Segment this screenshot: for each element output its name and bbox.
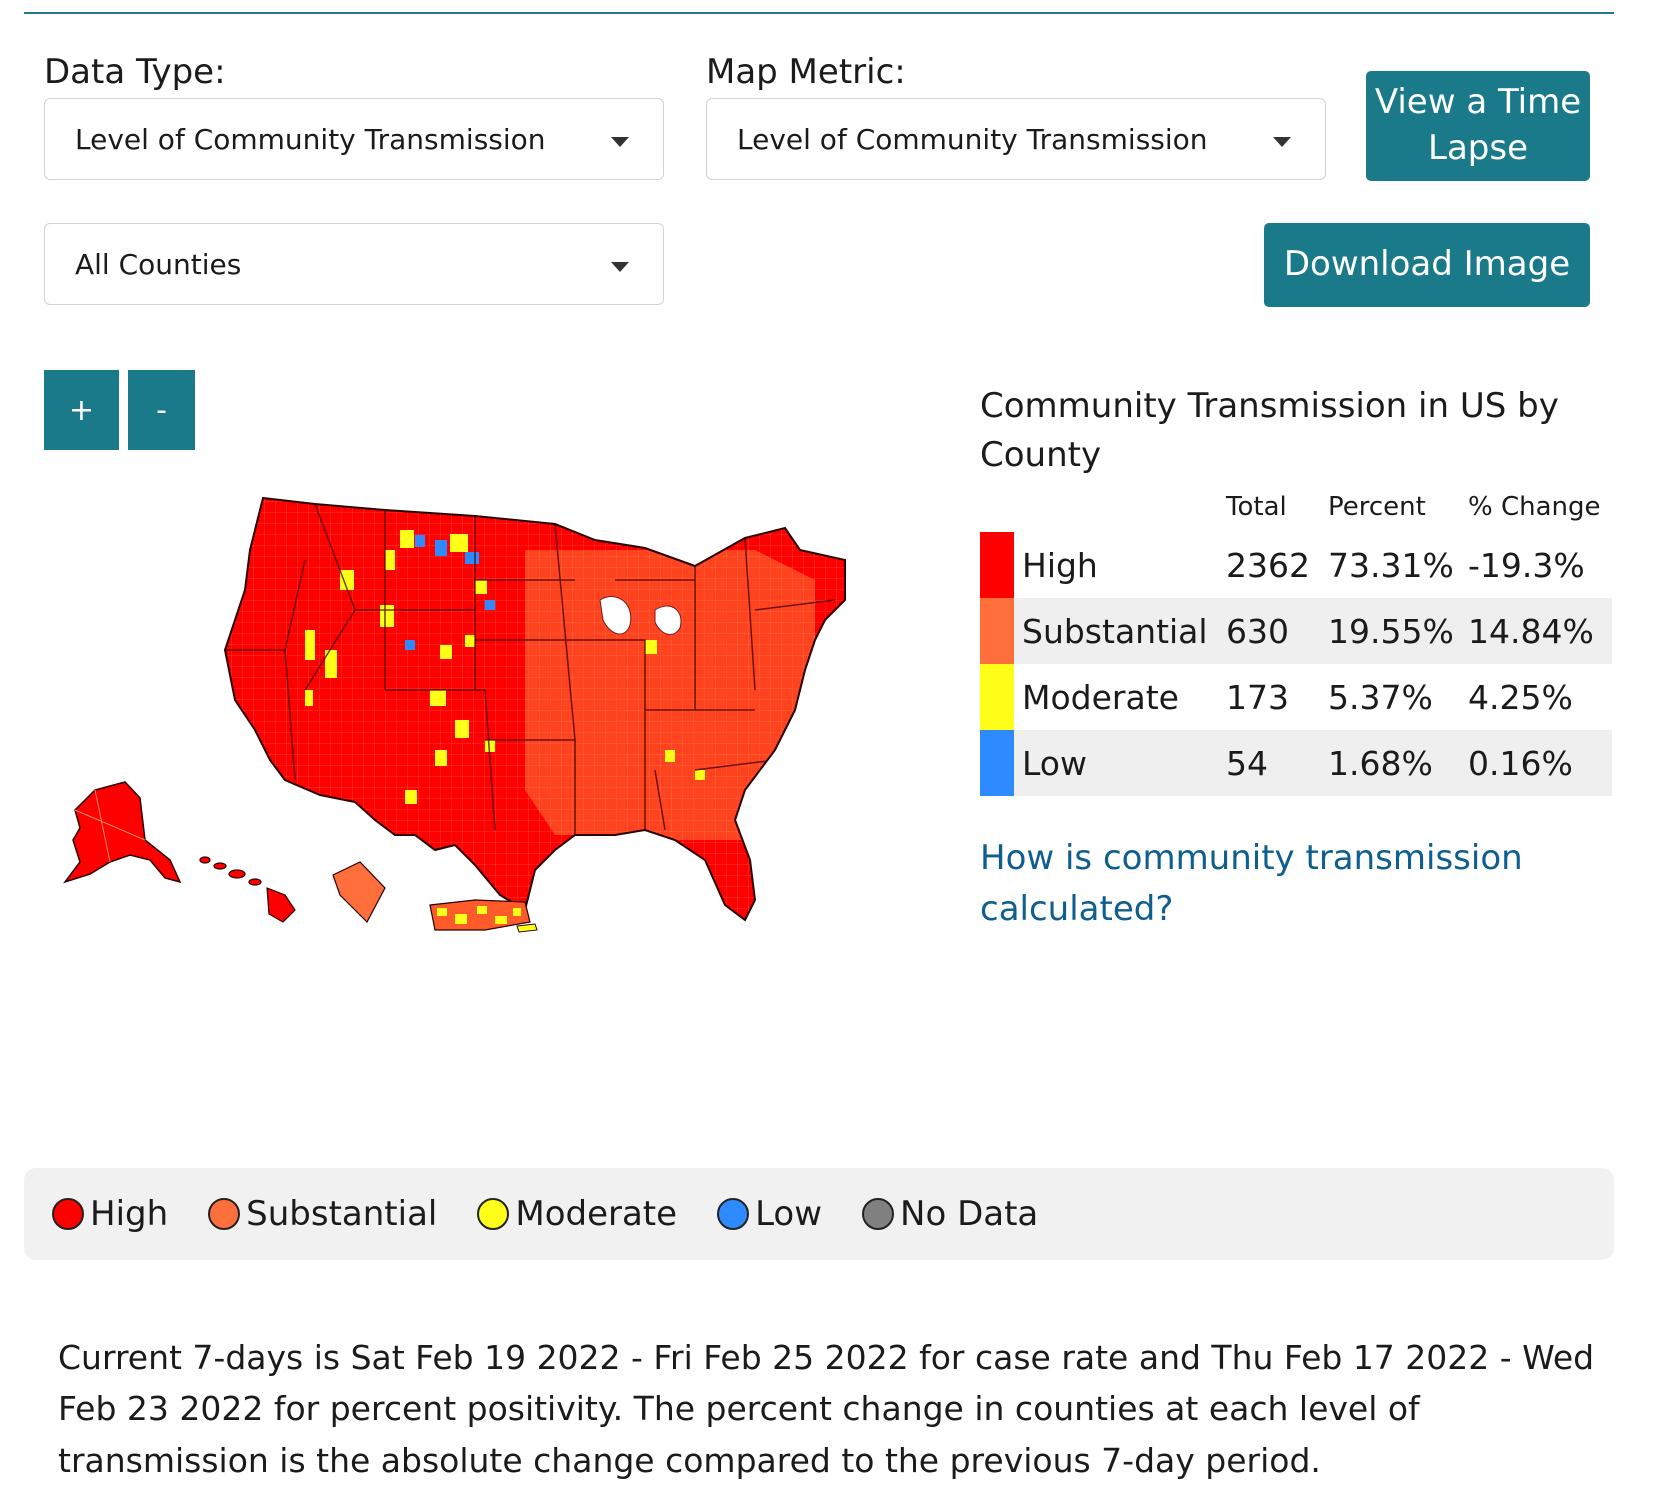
level-change: 14.84% <box>1468 611 1594 651</box>
territory-substantial <box>332 861 386 923</box>
time-lapse-label-line1: View a Time <box>1374 82 1582 123</box>
legend-label: Low <box>755 1194 823 1234</box>
county-filter-select[interactable]: All Counties <box>44 223 664 305</box>
summary-title: Community Transmission in US by County <box>980 386 1559 476</box>
summary-row-substantial: Substantial 630 19.55% 14.84% <box>980 598 1612 664</box>
footnote: Current 7-days is Sat Feb 19 2022 - Fri … <box>58 1338 1595 1480</box>
county-filter-value: All Counties <box>75 247 242 281</box>
chevron-down-icon <box>1273 137 1291 147</box>
view-time-lapse-button[interactable]: View a Time Lapse <box>1366 71 1590 181</box>
level-total: 54 <box>1226 743 1268 783</box>
level-change: 0.16% <box>1468 743 1573 783</box>
summary-table-header: Total Percent % Change <box>980 492 1612 526</box>
level-name: Moderate <box>1022 677 1179 717</box>
no-data-dot-icon <box>862 1198 895 1230</box>
top-divider <box>24 12 1614 14</box>
us-county-map[interactable] <box>55 490 855 980</box>
data-type-label: Data Type: <box>44 52 226 92</box>
zoom-in-button[interactable]: + <box>44 370 119 450</box>
map-metric-label: Map Metric: <box>706 52 906 92</box>
moderate-swatch <box>980 664 1014 730</box>
substantial-swatch <box>980 598 1014 664</box>
level-name: Low <box>1022 743 1087 783</box>
legend-label: Moderate <box>515 1194 678 1234</box>
legend-item-moderate: Moderate <box>477 1194 677 1234</box>
map-metric-value: Level of Community Transmission <box>737 122 1208 156</box>
legend-item-high: High <box>52 1194 168 1234</box>
level-name: High <box>1022 545 1098 585</box>
level-percent: 1.68% <box>1328 743 1433 783</box>
legend-label: Substantial <box>246 1194 438 1234</box>
map-metric-select[interactable]: Level of Community Transmission <box>706 98 1326 180</box>
level-change: -19.3% <box>1468 545 1585 585</box>
level-total: 630 <box>1226 611 1289 651</box>
chevron-down-icon <box>611 137 629 147</box>
legend-label: No Data <box>900 1194 1039 1234</box>
map-legend: High Substantial Moderate Low No Data <box>24 1168 1614 1260</box>
summary-row-moderate: Moderate 173 5.37% 4.25% <box>980 664 1612 730</box>
how-calculated-link[interactable]: How is community transmission calculated… <box>980 838 1523 929</box>
summary-row-low: Low 54 1.68% 0.16% <box>980 730 1612 796</box>
header-change: % Change <box>1468 492 1601 522</box>
legend-item-substantial: Substantial <box>208 1194 437 1234</box>
summary-table: Total Percent % Change High 2362 73.31% … <box>980 492 1612 796</box>
puerto-rico <box>429 899 538 933</box>
zoom-out-button[interactable]: - <box>128 370 195 450</box>
chevron-down-icon <box>611 262 629 272</box>
legend-item-no-data: No Data <box>862 1194 1038 1234</box>
data-type-select[interactable]: Level of Community Transmission <box>44 98 664 180</box>
time-lapse-label-line2: Lapse <box>1428 128 1528 168</box>
level-name: Substantial <box>1022 611 1208 651</box>
hawaii <box>199 856 296 923</box>
level-percent: 5.37% <box>1328 677 1433 717</box>
legend-item-low: Low <box>717 1194 822 1234</box>
contiguous-us <box>225 498 845 920</box>
header-percent: Percent <box>1328 492 1426 522</box>
moderate-dot-icon <box>477 1198 510 1230</box>
data-type-value: Level of Community Transmission <box>75 122 546 156</box>
high-dot-icon <box>52 1198 84 1230</box>
download-image-button[interactable]: Download Image <box>1264 223 1590 307</box>
header-total: Total <box>1226 492 1287 522</box>
level-percent: 73.31% <box>1328 545 1454 585</box>
low-swatch <box>980 730 1014 796</box>
high-swatch <box>980 532 1014 598</box>
substantial-dot-icon <box>208 1198 241 1230</box>
level-total: 173 <box>1226 677 1289 717</box>
summary-row-high: High 2362 73.31% -19.3% <box>980 532 1612 598</box>
low-dot-icon <box>717 1198 750 1230</box>
level-percent: 19.55% <box>1328 611 1454 651</box>
legend-label: High <box>90 1194 169 1234</box>
level-total: 2362 <box>1226 545 1310 585</box>
alaska <box>62 781 182 884</box>
level-change: 4.25% <box>1468 677 1573 717</box>
